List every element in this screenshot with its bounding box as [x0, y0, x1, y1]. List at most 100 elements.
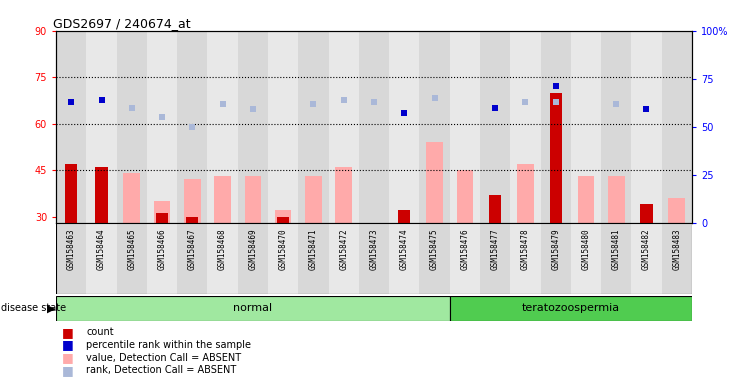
Bar — [456, 170, 473, 223]
Bar — [56, 31, 86, 223]
Text: ■: ■ — [61, 338, 73, 351]
Bar — [517, 164, 534, 223]
Bar — [510, 31, 541, 223]
Bar — [86, 31, 117, 223]
Bar — [123, 173, 140, 223]
Bar — [398, 210, 411, 223]
Text: GSM158472: GSM158472 — [340, 228, 349, 270]
Bar — [510, 223, 541, 294]
Text: GSM158475: GSM158475 — [430, 228, 439, 270]
Bar — [577, 176, 594, 223]
Bar — [117, 223, 147, 294]
Text: GSM158478: GSM158478 — [521, 228, 530, 270]
Text: ▶: ▶ — [47, 303, 55, 313]
Bar — [277, 217, 289, 223]
Bar — [389, 31, 420, 223]
Bar — [662, 31, 692, 223]
Bar — [450, 296, 692, 321]
Text: GSM158473: GSM158473 — [370, 228, 378, 270]
Bar — [662, 223, 692, 294]
Bar — [268, 223, 298, 294]
Text: ■: ■ — [61, 326, 73, 339]
Bar — [275, 210, 292, 223]
Text: GSM158477: GSM158477 — [491, 228, 500, 270]
Text: disease state: disease state — [1, 303, 67, 313]
Bar — [298, 223, 328, 294]
Bar — [541, 223, 571, 294]
Bar — [177, 223, 207, 294]
Bar — [56, 223, 86, 294]
Bar — [450, 223, 480, 294]
Bar — [550, 93, 562, 223]
Bar — [238, 223, 268, 294]
Bar — [298, 31, 328, 223]
Text: GSM158471: GSM158471 — [309, 228, 318, 270]
Bar — [608, 176, 625, 223]
Bar — [601, 31, 631, 223]
Bar — [147, 223, 177, 294]
Bar — [601, 223, 631, 294]
Bar — [359, 31, 389, 223]
Text: ■: ■ — [61, 364, 73, 377]
Text: GSM158480: GSM158480 — [581, 228, 590, 270]
Bar — [420, 31, 450, 223]
Bar — [426, 142, 443, 223]
Bar — [156, 214, 168, 223]
Text: GSM158479: GSM158479 — [551, 228, 560, 270]
Text: GSM158463: GSM158463 — [67, 228, 76, 270]
Text: rank, Detection Call = ABSENT: rank, Detection Call = ABSENT — [86, 365, 236, 375]
Text: value, Detection Call = ABSENT: value, Detection Call = ABSENT — [86, 353, 241, 362]
Bar — [65, 164, 77, 223]
Text: GSM158467: GSM158467 — [188, 228, 197, 270]
Bar — [420, 223, 450, 294]
Bar — [147, 31, 177, 223]
Bar — [480, 223, 510, 294]
Text: percentile rank within the sample: percentile rank within the sample — [86, 340, 251, 350]
Text: GDS2697 / 240674_at: GDS2697 / 240674_at — [53, 17, 191, 30]
Bar — [359, 223, 389, 294]
Bar — [571, 223, 601, 294]
Text: normal: normal — [233, 303, 272, 313]
Text: GSM158476: GSM158476 — [460, 228, 469, 270]
Bar — [389, 223, 420, 294]
Bar — [631, 223, 662, 294]
Bar — [631, 31, 662, 223]
Text: GSM158468: GSM158468 — [218, 228, 227, 270]
Text: GSM158465: GSM158465 — [127, 228, 136, 270]
Bar — [541, 31, 571, 223]
Bar — [207, 31, 238, 223]
Bar — [184, 179, 200, 223]
Text: GSM158464: GSM158464 — [97, 228, 106, 270]
Bar — [450, 31, 480, 223]
Bar — [207, 223, 238, 294]
Text: teratozoospermia: teratozoospermia — [522, 303, 620, 313]
Bar — [305, 176, 322, 223]
Text: GSM158466: GSM158466 — [158, 228, 167, 270]
Text: GSM158470: GSM158470 — [279, 228, 288, 270]
Text: GSM158469: GSM158469 — [248, 228, 257, 270]
Text: GSM158481: GSM158481 — [612, 228, 621, 270]
Bar — [238, 31, 268, 223]
Text: ■: ■ — [61, 351, 73, 364]
Bar — [669, 198, 685, 223]
Text: GSM158474: GSM158474 — [399, 228, 408, 270]
Bar — [328, 31, 359, 223]
Bar — [245, 176, 261, 223]
Bar — [328, 223, 359, 294]
Bar — [56, 296, 450, 321]
Bar — [86, 223, 117, 294]
Text: count: count — [86, 327, 114, 337]
Bar — [154, 201, 171, 223]
Bar — [186, 217, 198, 223]
Bar — [489, 195, 501, 223]
Bar — [117, 31, 147, 223]
Bar — [268, 31, 298, 223]
Bar — [480, 31, 510, 223]
Text: GSM158482: GSM158482 — [642, 228, 651, 270]
Bar — [214, 176, 231, 223]
Bar — [640, 204, 652, 223]
Bar — [571, 31, 601, 223]
Bar — [335, 167, 352, 223]
Bar — [177, 31, 207, 223]
Bar — [96, 167, 108, 223]
